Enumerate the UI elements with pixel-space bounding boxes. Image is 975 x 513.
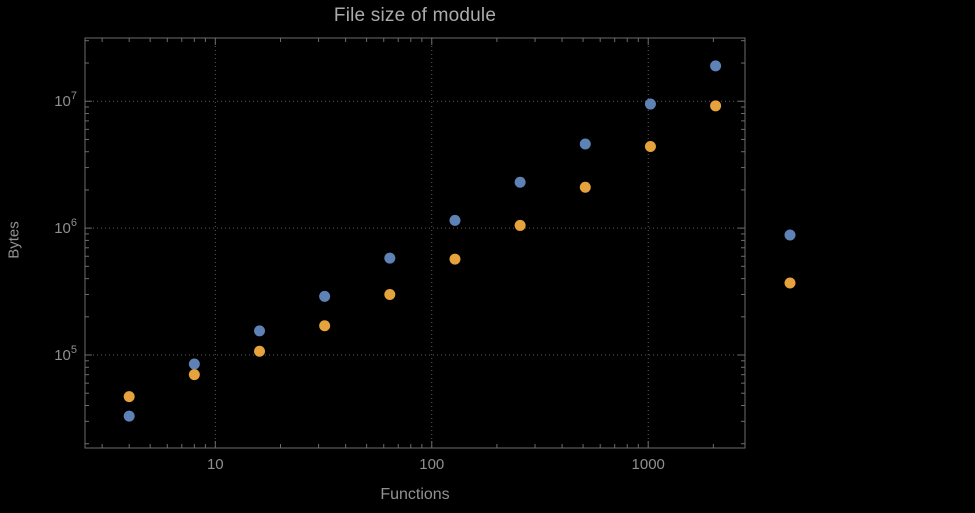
legend-marker	[784, 229, 796, 241]
y-tick-label: 106	[54, 217, 77, 237]
data-point	[579, 138, 591, 150]
data-point	[123, 410, 135, 422]
y-tick-labels: 105 106 107	[54, 90, 77, 364]
legend-marker	[784, 277, 796, 289]
series-orange	[123, 100, 722, 403]
data-point	[188, 358, 200, 370]
x-tick-label: 100	[419, 456, 444, 473]
data-point	[579, 181, 591, 193]
data-point	[319, 320, 331, 332]
data-point	[384, 252, 396, 264]
data-point	[188, 369, 200, 381]
gridlines	[85, 38, 745, 448]
data-point	[710, 60, 722, 72]
data-point	[514, 219, 526, 231]
plot-frame	[84, 37, 746, 449]
data-point	[644, 98, 656, 110]
legend	[784, 229, 796, 289]
data-point	[319, 290, 331, 302]
data-point	[644, 140, 656, 152]
y-tick-label: 105	[54, 344, 77, 364]
data-point	[449, 214, 461, 226]
series-blue	[123, 60, 722, 422]
data-point	[253, 345, 265, 357]
x-tick-label: 1000	[632, 456, 665, 473]
x-axis-label: Functions	[380, 486, 450, 503]
data-point	[710, 100, 722, 112]
data-point	[514, 176, 526, 188]
axis-ticks	[85, 38, 745, 448]
data-point	[449, 253, 461, 265]
chart-title: File size of module	[333, 5, 497, 26]
data-point	[253, 325, 265, 337]
y-tick-label: 107	[54, 90, 77, 110]
y-axis-label: Bytes	[5, 221, 23, 259]
x-tick-label: 10	[207, 456, 224, 473]
data-point	[123, 391, 135, 403]
data-point	[384, 288, 396, 300]
x-tick-labels: 10 100 1000	[207, 456, 665, 473]
